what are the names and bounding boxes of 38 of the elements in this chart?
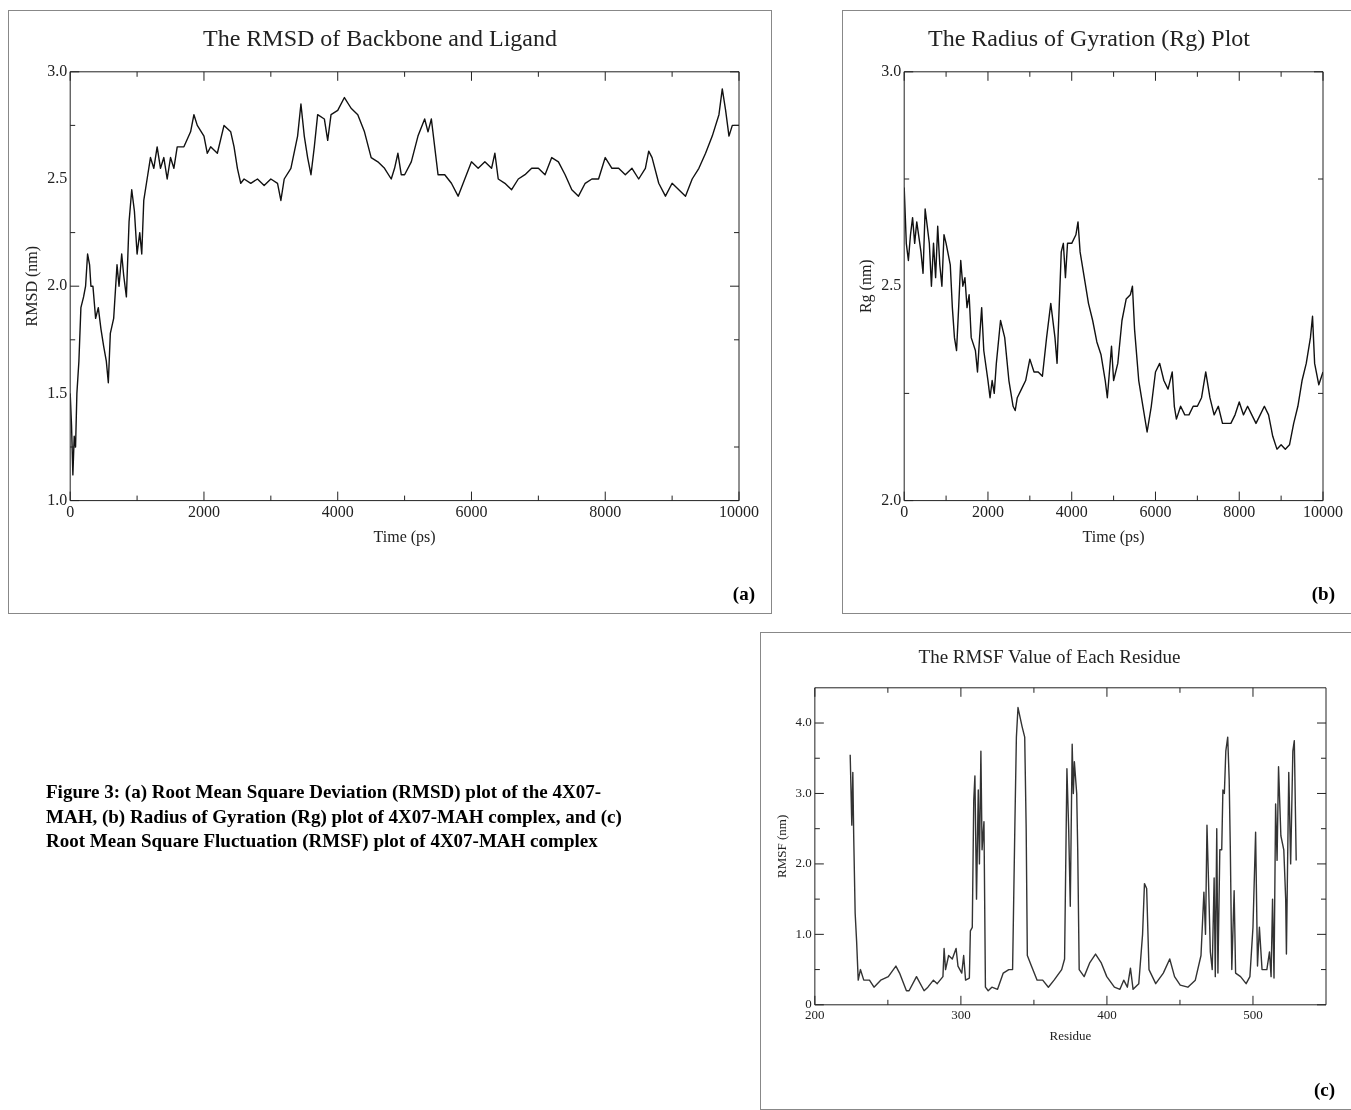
x-axis-title: Residue xyxy=(1049,1027,1092,1043)
x-tick-label: 8000 xyxy=(589,503,622,521)
x-axis-title: Time (ps) xyxy=(1082,527,1145,546)
caption: Figure 3: (a) Root Mean Square Deviation (RMSD) plot of the 4X07-MAH, (b) Radius of Gyration (Rg) plot of 4X07-MAH complex, and (c) Root Mean Square Fluctuation (RMSF) plot of 4X07-MAH complex xyxy=(46,780,623,854)
y-tick-label: 1.5 xyxy=(47,383,68,401)
y-tick-label: 2.5 xyxy=(47,169,68,187)
x-tick-label: 400 xyxy=(1097,1007,1117,1023)
x-tick-label: 2000 xyxy=(971,503,1004,521)
x-tick-label: 6000 xyxy=(455,503,488,521)
x-tick-label: 8000 xyxy=(1223,503,1256,521)
y-tick-label: 4.0 xyxy=(795,714,812,730)
text: (c) xyxy=(1313,1079,1335,1101)
y-tick-label: 1.0 xyxy=(47,490,68,508)
y-tick-label: 2.0 xyxy=(47,276,68,294)
x-tick-label: 6000 xyxy=(1139,503,1172,521)
y-axis-title: Rg (nm) xyxy=(856,259,875,314)
x-axis-title: Time (ps) xyxy=(373,527,436,546)
y-tick-label: 1.0 xyxy=(795,925,812,941)
x-tick-label: 2000 xyxy=(187,503,220,521)
x-tick-label: 4000 xyxy=(321,503,354,521)
y-tick-label: 2.0 xyxy=(795,855,812,871)
x-tick-label: 10000 xyxy=(1303,503,1343,521)
y-tick-label: 3.0 xyxy=(795,784,812,800)
x-tick-label: 300 xyxy=(951,1007,971,1023)
x-tick-label: 10000 xyxy=(719,503,759,521)
y-axis-title: RMSD (nm) xyxy=(22,245,41,327)
text: (a) xyxy=(732,583,755,605)
y-tick-label: 3.0 xyxy=(881,62,902,79)
y-tick-label: 2.5 xyxy=(881,276,902,294)
text: (b) xyxy=(1311,583,1335,605)
y-tick-label: 2.0 xyxy=(881,490,902,508)
chart-title: The Radius of Gyration (Rg) Plot xyxy=(928,24,1251,51)
y-axis-title: RMSF (nm) xyxy=(774,814,790,878)
x-tick-label: 4000 xyxy=(1055,503,1088,521)
y-tick-label: 3.0 xyxy=(47,62,68,79)
chart-title: The RMSD of Backbone and Ligand xyxy=(203,24,557,51)
x-tick-label: 500 xyxy=(1243,1007,1263,1023)
chart-title: The RMSF Value of Each Residue xyxy=(918,646,1181,668)
